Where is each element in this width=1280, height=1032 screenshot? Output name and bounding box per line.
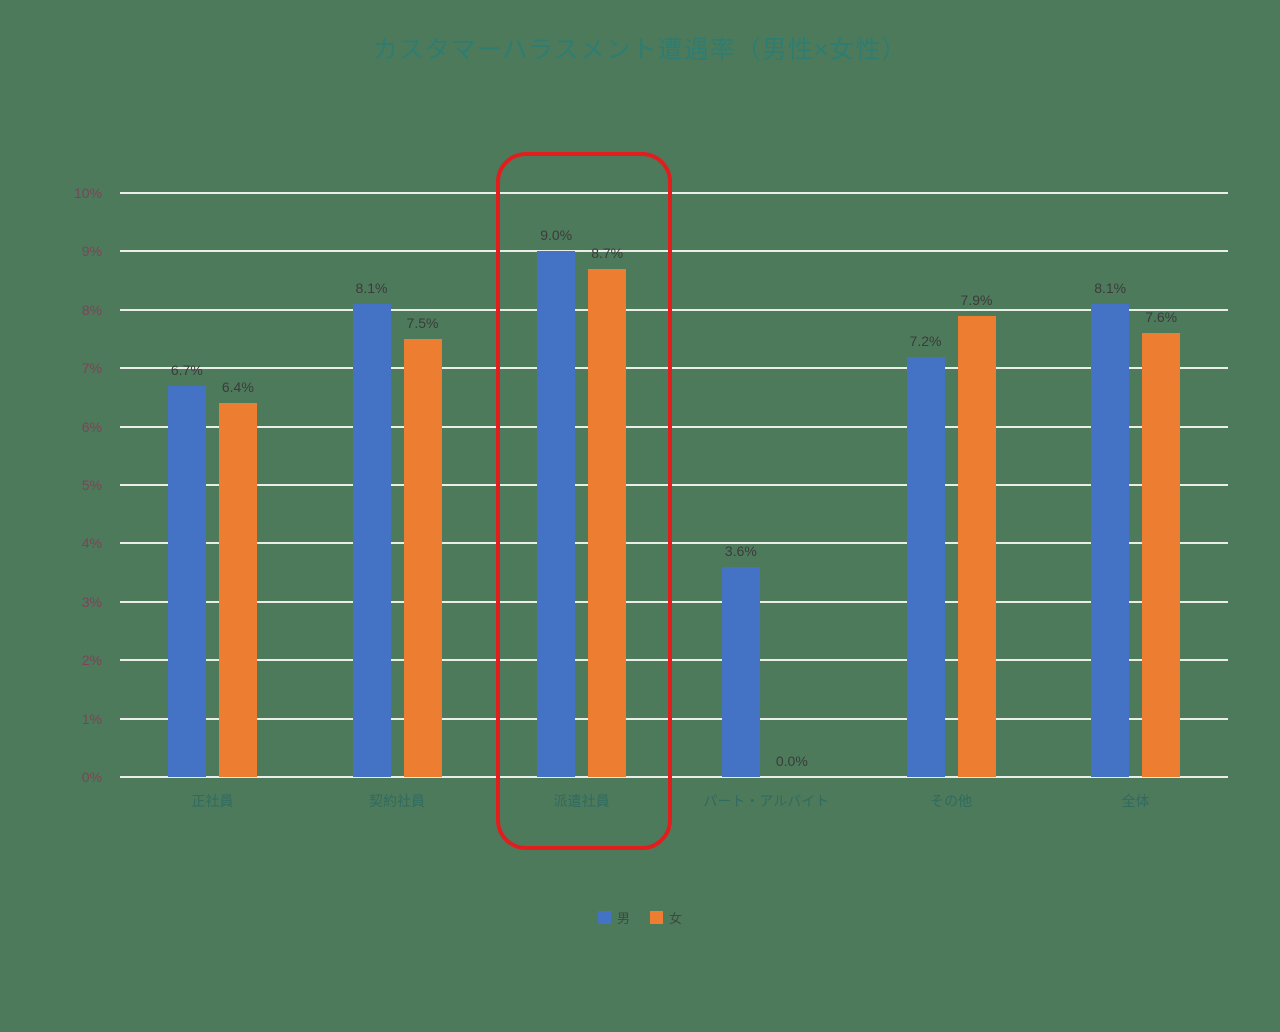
y-tick-label: 5% xyxy=(81,477,102,493)
data-label: 8.7% xyxy=(591,244,624,261)
x-axis-label: その他 xyxy=(930,793,972,809)
legend-swatch xyxy=(650,911,663,924)
bar-series-女-その他 xyxy=(957,315,996,777)
y-tick-label: 10% xyxy=(73,185,102,201)
gridline xyxy=(120,192,1228,194)
gridline xyxy=(120,717,1228,720)
chart-title: カスタマーハラスメント遭遇率（男性×女性） xyxy=(372,36,908,64)
bar-series-男-パート・アルバイト xyxy=(721,566,760,777)
data-label: 7.6% xyxy=(1145,309,1178,326)
bar-series-女-正社員 xyxy=(218,403,257,777)
y-tick-label: 8% xyxy=(81,301,102,318)
legend-item: 女 xyxy=(650,908,682,927)
y-tick-label: 2% xyxy=(81,652,102,669)
data-label: 6.7% xyxy=(170,361,203,378)
gridline xyxy=(120,308,1228,311)
legend-label: 女 xyxy=(669,911,683,926)
data-label: 0.0% xyxy=(775,753,808,769)
gridline xyxy=(120,776,1228,778)
y-tick-label: 6% xyxy=(81,418,102,435)
gridline xyxy=(120,542,1228,545)
gridline xyxy=(120,367,1228,370)
data-label: 8.1% xyxy=(1094,279,1127,296)
legend-label: 男 xyxy=(616,911,630,926)
gridline xyxy=(120,600,1228,603)
x-axis-label: 正社員 xyxy=(191,793,234,809)
bar-series-男-その他 xyxy=(906,356,945,777)
gridline xyxy=(120,250,1228,253)
bar-series-女-全体 xyxy=(1142,333,1181,777)
bar-series-男-正社員 xyxy=(167,385,206,777)
x-axis-label: パート・アルバイト xyxy=(703,793,830,809)
data-label: 9.0% xyxy=(540,227,573,244)
y-tick-label: 9% xyxy=(81,243,102,260)
y-tick-label: 3% xyxy=(81,593,102,610)
legend-swatch xyxy=(597,911,611,924)
gridline xyxy=(120,659,1228,662)
y-tick-label: 7% xyxy=(81,360,102,377)
data-label: 6.4% xyxy=(221,379,254,396)
data-label: 8.1% xyxy=(355,279,388,296)
x-axis-label: 契約社員 xyxy=(369,793,425,809)
legend-item: 男 xyxy=(597,908,630,927)
bar-series-女-契約社員 xyxy=(403,339,442,777)
bar-series-男-全体 xyxy=(1091,303,1130,777)
y-tick-label: 4% xyxy=(81,535,102,552)
data-label: 7.9% xyxy=(960,291,993,308)
bar-series-男-契約社員 xyxy=(352,303,391,777)
bar-series-女-派遣社員 xyxy=(588,268,627,777)
bar-series-男-派遣社員 xyxy=(537,251,576,777)
data-label: 7.2% xyxy=(909,332,942,349)
gridline xyxy=(120,425,1228,428)
gridline xyxy=(120,484,1228,486)
legend: 男女 xyxy=(0,908,1280,927)
y-tick-label: 0% xyxy=(81,769,102,785)
x-axis-label: 全体 xyxy=(1121,793,1150,809)
data-label: 7.5% xyxy=(406,315,439,331)
x-axis-label: 派遣社員 xyxy=(553,793,610,809)
y-tick-label: 1% xyxy=(81,710,102,727)
data-label: 3.6% xyxy=(724,542,757,559)
